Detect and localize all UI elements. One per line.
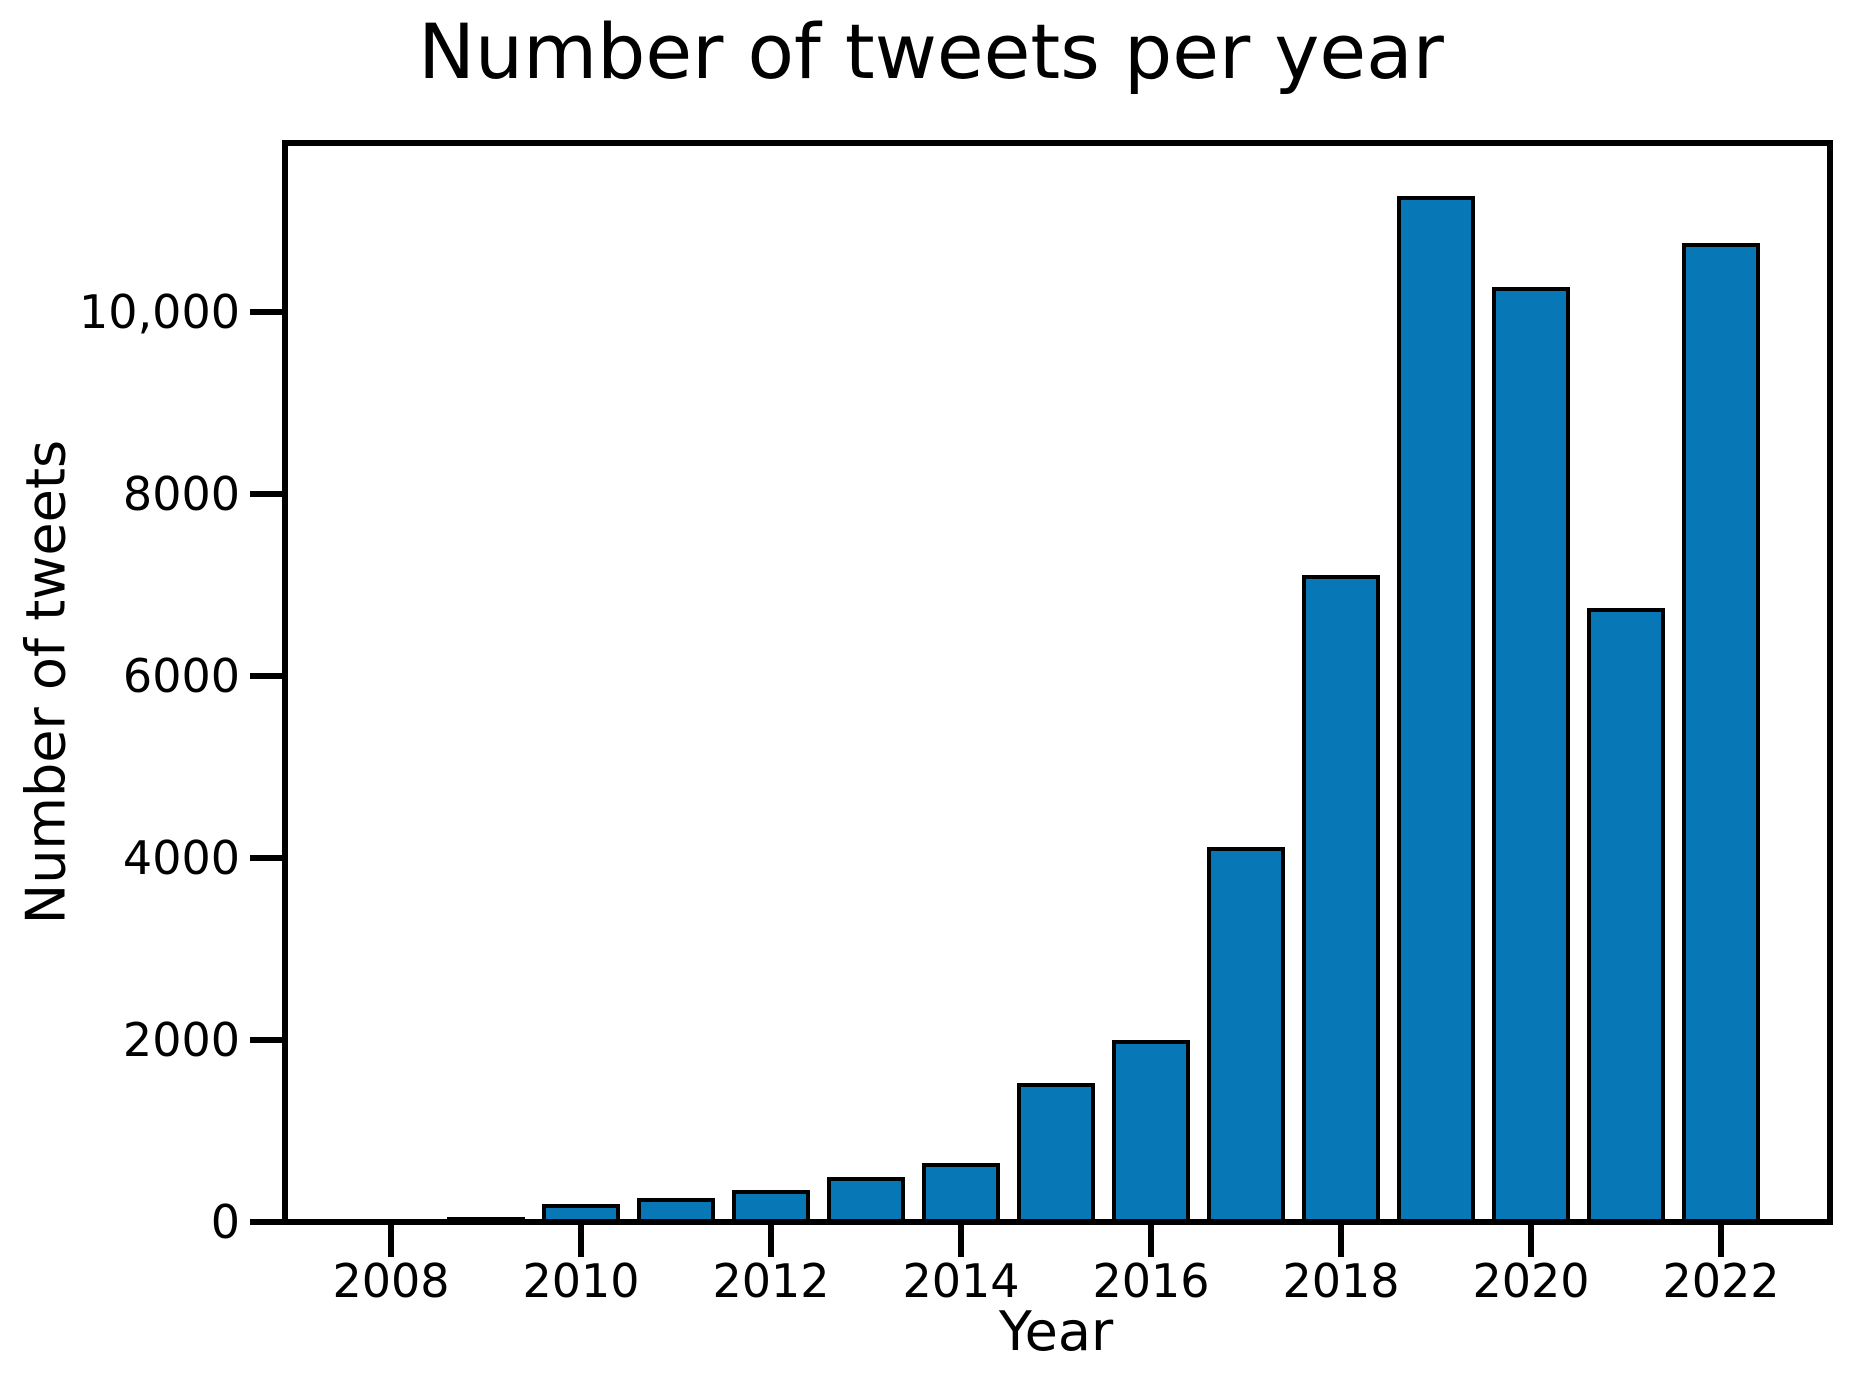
x-axis-label: Year [998,1300,1114,1363]
y-tick [250,309,285,315]
bar-2022 [1682,243,1760,1225]
bar-2019 [1397,196,1475,1225]
y-tick-label: 2000 [122,1013,240,1067]
bar-2017 [1207,847,1285,1225]
y-tick-label: 0 [210,1195,240,1249]
x-tick [388,1225,394,1257]
chart-title: Number of tweets per year [418,7,1444,96]
y-tick [250,855,285,861]
y-tick [250,1219,285,1225]
x-tick-label: 2016 [1092,1254,1210,1308]
x-tick [578,1225,584,1257]
y-tick [250,673,285,679]
x-tick-label: 2010 [522,1254,640,1308]
bar-2021 [1587,608,1665,1225]
y-tick-label: 4000 [122,831,240,885]
x-tick-label: 2014 [902,1254,1020,1308]
x-tick-label: 2022 [1662,1254,1780,1308]
x-tick-label: 2008 [332,1254,450,1308]
y-tick [250,1037,285,1043]
y-tick-label: 10,000 [79,285,240,339]
x-tick [1718,1225,1724,1257]
x-tick [768,1225,774,1257]
x-tick [1338,1225,1344,1257]
plot-area-border [282,140,1833,1225]
x-tick [1148,1225,1154,1257]
x-tick-label: 2020 [1472,1254,1590,1308]
bar-2020 [1492,287,1570,1225]
x-tick-label: 2012 [712,1254,830,1308]
y-tick [250,491,285,497]
x-tick-label: 2018 [1282,1254,1400,1308]
x-tick [1528,1225,1534,1257]
x-tick [958,1225,964,1257]
y-tick-label: 6000 [122,649,240,703]
bar-2016 [1112,1040,1190,1225]
y-tick-label: 8000 [122,467,240,521]
